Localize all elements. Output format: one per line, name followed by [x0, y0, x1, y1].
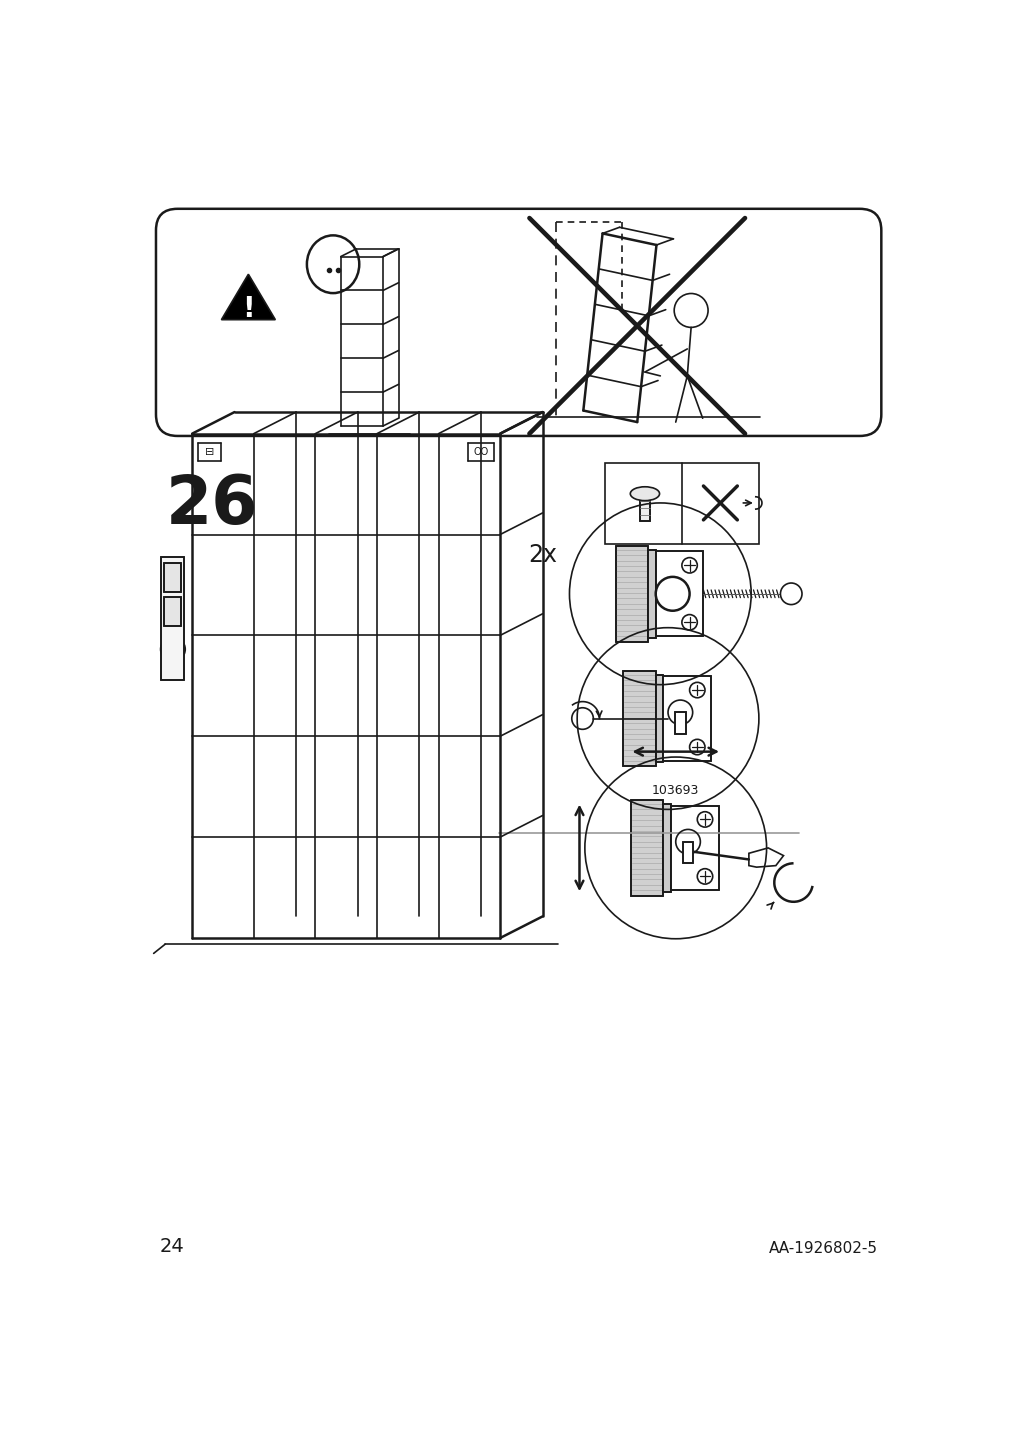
Bar	[663, 676, 711, 760]
Bar	[615, 546, 647, 642]
Bar	[682, 842, 693, 863]
Text: 103693: 103693	[651, 783, 699, 796]
Bar	[674, 712, 685, 735]
Bar	[647, 550, 655, 637]
Polygon shape	[221, 275, 275, 319]
Bar	[655, 551, 703, 636]
Circle shape	[779, 583, 801, 604]
Bar	[164, 563, 181, 593]
Text: !: !	[242, 295, 255, 322]
Bar	[623, 670, 655, 766]
Bar	[164, 597, 181, 626]
Bar	[639, 497, 650, 521]
Bar	[623, 670, 655, 766]
Bar	[605, 463, 758, 544]
Bar	[631, 800, 663, 895]
Bar	[663, 803, 670, 892]
Bar	[615, 546, 647, 642]
Bar	[161, 557, 184, 680]
Text: 26: 26	[166, 473, 259, 538]
Text: OO: OO	[473, 447, 488, 457]
Bar	[639, 497, 650, 521]
Bar	[161, 557, 184, 680]
Bar	[164, 563, 181, 593]
Text: AA-1926802-5: AA-1926802-5	[767, 1242, 877, 1256]
Bar	[647, 550, 655, 637]
Text: ⊟: ⊟	[205, 447, 214, 457]
Bar	[682, 842, 693, 863]
Bar	[655, 551, 703, 636]
Bar	[670, 806, 718, 891]
Bar	[631, 800, 663, 895]
Text: 2x: 2x	[528, 543, 556, 567]
Bar	[670, 806, 718, 891]
Bar	[674, 712, 685, 735]
Ellipse shape	[630, 487, 659, 501]
Bar	[164, 597, 181, 626]
Text: 24: 24	[160, 1237, 184, 1256]
Bar	[655, 674, 663, 762]
Bar	[655, 674, 663, 762]
Bar	[663, 676, 711, 760]
Bar	[663, 803, 670, 892]
